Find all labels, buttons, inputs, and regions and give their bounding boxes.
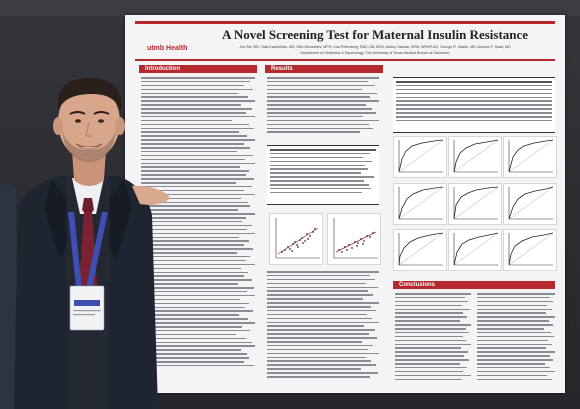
scatter-plot-right xyxy=(327,213,381,265)
person-hair xyxy=(57,78,122,112)
roc-curve-6 xyxy=(503,183,557,225)
poster-top-bar xyxy=(135,21,555,24)
diagnostic-accuracy-table xyxy=(393,77,555,133)
lanyard-right xyxy=(86,212,108,288)
introduction-text xyxy=(141,77,255,369)
person-ear-left xyxy=(53,117,63,135)
roc-curve-4 xyxy=(393,183,447,225)
name-badge xyxy=(69,285,105,331)
poster-department: Department of Obstetrics & Gynecology, T… xyxy=(300,51,450,55)
person-nose xyxy=(85,121,92,137)
research-poster: utmb Health A Novel Screening Test for M… xyxy=(125,15,565,393)
person-smile xyxy=(75,143,103,150)
jacket-lapel-right xyxy=(96,180,132,260)
lanyard-left xyxy=(68,212,82,288)
poster-logo: utmb Health xyxy=(147,45,188,52)
poster-authors: Joe Eid, MD; Talal Kachichian, MD; Elke … xyxy=(239,45,511,49)
person-stubble xyxy=(62,130,116,162)
wall-molding xyxy=(0,0,580,16)
introduction-header: Introduction xyxy=(139,65,257,73)
person-ear-right xyxy=(115,117,125,135)
results-text xyxy=(267,77,379,135)
roc-curve-9 xyxy=(503,229,557,271)
references-text xyxy=(477,293,555,382)
person-left-arm xyxy=(0,183,18,409)
results-text-lower xyxy=(267,271,379,380)
badge-line-1 xyxy=(73,310,101,312)
results-header: Results xyxy=(265,65,383,73)
roc-curve-1 xyxy=(393,136,447,178)
person-eye-right xyxy=(98,119,104,123)
roc-curve-5 xyxy=(448,183,502,225)
person-tie-knot xyxy=(82,198,94,214)
person-eyebrow-right xyxy=(93,111,110,115)
conclusions-text xyxy=(395,293,471,382)
badge-stripe xyxy=(74,300,100,306)
person-eye-left xyxy=(75,119,81,123)
population-table xyxy=(267,145,379,205)
jacket-lapel-left xyxy=(44,180,80,260)
roc-curve-3 xyxy=(503,136,557,178)
poster-title-divider xyxy=(135,59,555,61)
roc-curve-8 xyxy=(448,229,502,271)
poster-title: A Novel Screening Test for Maternal Insu… xyxy=(221,27,529,42)
roc-curve-2 xyxy=(448,136,502,178)
badge-line-2 xyxy=(73,314,95,316)
person-eyebrow-left xyxy=(69,111,86,115)
person-hand xyxy=(132,185,170,205)
person-shirt-collar xyxy=(72,178,104,214)
scatter-plot-left xyxy=(269,213,323,265)
conclusions-header: Conclusions xyxy=(393,281,555,289)
roc-curve-7 xyxy=(393,229,447,271)
